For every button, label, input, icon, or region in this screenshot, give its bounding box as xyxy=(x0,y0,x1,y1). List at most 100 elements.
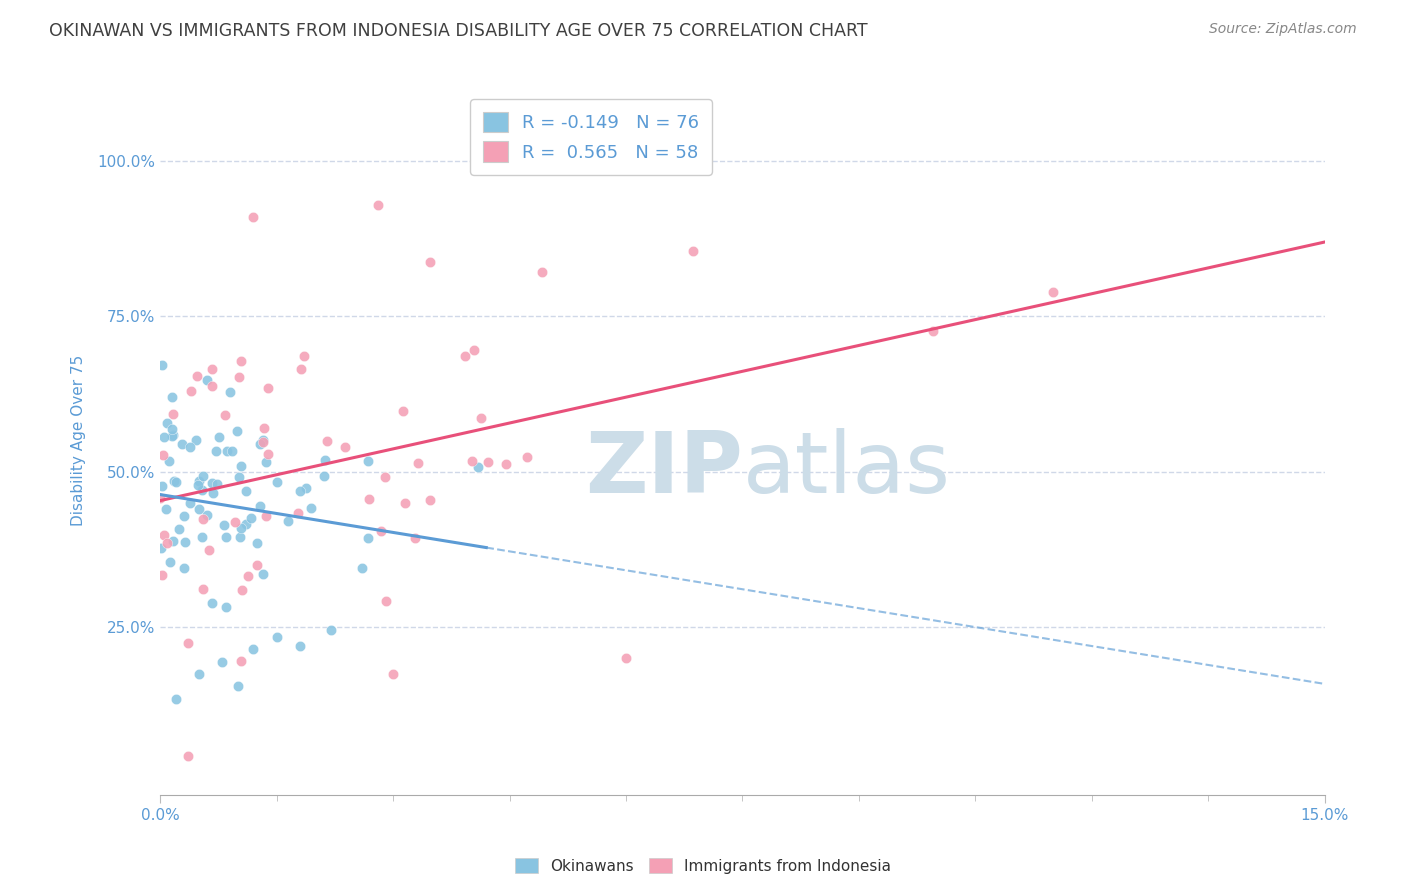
Point xyxy=(246,536,269,550)
Point xyxy=(231,582,253,597)
Point xyxy=(292,349,315,363)
Point xyxy=(167,523,190,537)
Point xyxy=(160,390,183,404)
Point xyxy=(202,485,225,500)
Point xyxy=(193,512,215,526)
Point xyxy=(319,624,342,638)
Point xyxy=(287,506,309,520)
Point xyxy=(157,454,180,468)
Point xyxy=(288,639,311,653)
Point xyxy=(1042,285,1064,299)
Point xyxy=(152,448,174,462)
Point xyxy=(461,454,484,468)
Point xyxy=(231,353,253,368)
Point xyxy=(165,475,187,490)
Point xyxy=(367,197,389,211)
Text: Source: ZipAtlas.com: Source: ZipAtlas.com xyxy=(1209,22,1357,37)
Point xyxy=(150,359,173,373)
Point xyxy=(252,566,274,581)
Point xyxy=(231,459,253,474)
Point xyxy=(231,654,253,668)
Point xyxy=(191,483,214,497)
Point xyxy=(160,428,183,442)
Point xyxy=(516,450,538,464)
Point xyxy=(180,384,202,399)
Point xyxy=(156,536,179,550)
Point xyxy=(374,470,396,484)
Point xyxy=(682,244,704,259)
Point xyxy=(228,470,250,484)
Point xyxy=(207,430,229,444)
Point xyxy=(211,655,233,669)
Point xyxy=(165,692,187,706)
Point xyxy=(467,459,489,474)
Point xyxy=(394,495,416,509)
Point xyxy=(229,521,252,535)
Point xyxy=(201,475,224,490)
Text: ZIP: ZIP xyxy=(585,427,742,511)
Point xyxy=(172,436,194,450)
Point xyxy=(186,369,208,384)
Point xyxy=(188,667,211,681)
Point xyxy=(290,483,312,498)
Point xyxy=(224,515,246,529)
Point xyxy=(352,561,374,575)
Point xyxy=(162,407,184,421)
Point xyxy=(254,455,277,469)
Point xyxy=(266,475,288,490)
Point xyxy=(215,444,238,458)
Point xyxy=(163,474,186,488)
Point xyxy=(249,499,271,513)
Point xyxy=(408,456,430,470)
Point xyxy=(404,531,426,545)
Point xyxy=(212,517,235,532)
Point xyxy=(188,501,211,516)
Point xyxy=(191,530,214,544)
Point xyxy=(294,481,316,495)
Point xyxy=(356,454,378,468)
Point xyxy=(495,457,517,471)
Point xyxy=(252,434,274,449)
Point xyxy=(215,530,238,544)
Point xyxy=(162,534,184,549)
Point xyxy=(155,501,177,516)
Point xyxy=(219,385,242,400)
Point xyxy=(531,265,554,279)
Point xyxy=(242,210,264,224)
Point xyxy=(188,474,211,488)
Point xyxy=(370,524,392,538)
Point xyxy=(463,343,485,358)
Point xyxy=(205,477,228,491)
Point xyxy=(201,596,224,610)
Point xyxy=(205,443,228,458)
Point xyxy=(186,434,208,448)
Point xyxy=(922,324,945,338)
Point xyxy=(357,491,380,506)
Point xyxy=(228,369,250,384)
Point xyxy=(214,408,236,422)
Point xyxy=(152,430,174,444)
Point xyxy=(242,642,264,657)
Point xyxy=(253,421,276,435)
Point xyxy=(357,531,380,545)
Point xyxy=(374,594,396,608)
Point xyxy=(191,582,214,597)
Point xyxy=(162,428,184,442)
Point xyxy=(314,453,336,467)
Y-axis label: Disability Age Over 75: Disability Age Over 75 xyxy=(72,355,86,526)
Point xyxy=(470,411,492,425)
Text: OKINAWAN VS IMMIGRANTS FROM INDONESIA DISABILITY AGE OVER 75 CORRELATION CHART: OKINAWAN VS IMMIGRANTS FROM INDONESIA DI… xyxy=(49,22,868,40)
Point xyxy=(277,515,299,529)
Point xyxy=(150,478,173,492)
Point xyxy=(150,568,173,582)
Point xyxy=(159,555,181,569)
Point xyxy=(162,422,184,436)
Point xyxy=(156,416,179,430)
Point xyxy=(614,651,637,665)
Point xyxy=(221,444,243,458)
Point xyxy=(226,424,249,438)
Point xyxy=(179,496,201,510)
Point xyxy=(149,491,172,505)
Point xyxy=(316,434,339,449)
Point xyxy=(153,528,176,542)
